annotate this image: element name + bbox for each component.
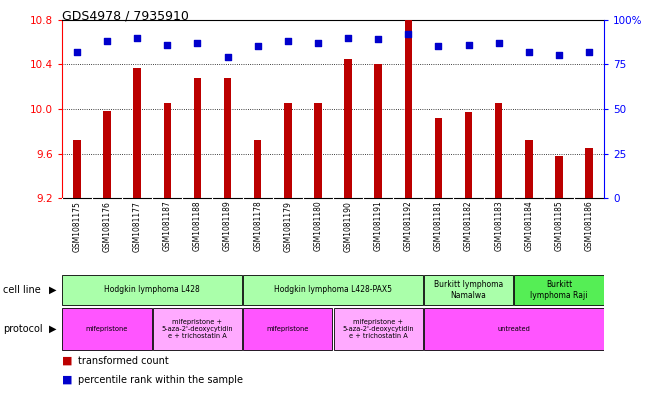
Bar <box>163 103 171 198</box>
Point <box>403 31 413 37</box>
Text: ■: ■ <box>62 356 72 366</box>
Text: mifepristone +
5-aza-2'-deoxycytidin
e + trichostatin A: mifepristone + 5-aza-2'-deoxycytidin e +… <box>342 319 414 339</box>
Text: Hodgkin lymphoma L428: Hodgkin lymphoma L428 <box>104 285 200 294</box>
Text: mifepristone +
5-aza-2'-deoxycytidin
e + trichostatin A: mifepristone + 5-aza-2'-deoxycytidin e +… <box>161 319 233 339</box>
Point <box>253 43 263 50</box>
Text: ▶: ▶ <box>49 285 57 295</box>
Text: GSM1081177: GSM1081177 <box>133 201 142 252</box>
Point <box>162 42 173 48</box>
Bar <box>243 275 422 305</box>
Bar <box>254 140 262 198</box>
Bar <box>284 103 292 198</box>
Bar <box>193 78 201 198</box>
Point <box>554 52 564 59</box>
Bar <box>153 309 242 350</box>
Bar <box>62 275 242 305</box>
Point <box>584 49 594 55</box>
Text: GSM1081190: GSM1081190 <box>344 201 353 252</box>
Text: GSM1081183: GSM1081183 <box>494 201 503 252</box>
Text: GSM1081186: GSM1081186 <box>585 201 594 252</box>
Text: ▶: ▶ <box>49 324 57 334</box>
Point <box>343 35 353 41</box>
Point <box>192 40 202 46</box>
Text: GSM1081184: GSM1081184 <box>524 201 533 252</box>
Bar <box>555 156 562 198</box>
Text: GSM1081189: GSM1081189 <box>223 201 232 252</box>
Text: GSM1081180: GSM1081180 <box>313 201 322 252</box>
Bar <box>374 64 382 198</box>
Text: GSM1081188: GSM1081188 <box>193 201 202 252</box>
Point <box>312 40 323 46</box>
Bar <box>404 20 412 198</box>
Text: transformed count: transformed count <box>78 356 169 366</box>
Text: GDS4978 / 7935910: GDS4978 / 7935910 <box>62 10 189 23</box>
Bar <box>333 309 422 350</box>
Bar <box>514 275 603 305</box>
Text: GSM1081178: GSM1081178 <box>253 201 262 252</box>
Bar <box>424 275 513 305</box>
Bar <box>314 103 322 198</box>
Text: mifepristone: mifepristone <box>86 326 128 332</box>
Text: GSM1081182: GSM1081182 <box>464 201 473 252</box>
Point <box>283 38 293 44</box>
Point <box>373 36 383 42</box>
Bar <box>344 59 352 198</box>
Text: GSM1081192: GSM1081192 <box>404 201 413 252</box>
Bar <box>424 309 603 350</box>
Text: cell line: cell line <box>3 285 41 295</box>
Text: Burkitt lymphoma
Namalwa: Burkitt lymphoma Namalwa <box>434 280 503 299</box>
Text: mifepristone: mifepristone <box>267 326 309 332</box>
Bar <box>243 309 333 350</box>
Bar <box>133 68 141 198</box>
Point <box>102 38 112 44</box>
Point <box>223 54 233 61</box>
Bar <box>465 112 473 198</box>
Text: Hodgkin lymphoma L428-PAX5: Hodgkin lymphoma L428-PAX5 <box>274 285 392 294</box>
Point <box>433 43 443 50</box>
Bar <box>435 118 442 198</box>
Bar <box>495 103 503 198</box>
Text: GSM1081185: GSM1081185 <box>555 201 563 252</box>
Text: protocol: protocol <box>3 324 43 334</box>
Text: Burkitt
lymphoma Raji: Burkitt lymphoma Raji <box>530 280 588 299</box>
Text: GSM1081181: GSM1081181 <box>434 201 443 252</box>
Text: GSM1081176: GSM1081176 <box>103 201 111 252</box>
Point <box>72 49 82 55</box>
Bar <box>62 309 152 350</box>
Point <box>493 40 504 46</box>
Bar <box>224 78 231 198</box>
Text: GSM1081191: GSM1081191 <box>374 201 383 252</box>
Point <box>132 35 143 41</box>
Text: untreated: untreated <box>497 326 530 332</box>
Bar <box>525 140 533 198</box>
Text: percentile rank within the sample: percentile rank within the sample <box>78 375 243 385</box>
Text: GSM1081175: GSM1081175 <box>72 201 81 252</box>
Bar <box>73 140 81 198</box>
Point <box>523 49 534 55</box>
Bar <box>585 148 593 198</box>
Text: ■: ■ <box>62 375 72 385</box>
Text: GSM1081179: GSM1081179 <box>283 201 292 252</box>
Bar <box>104 111 111 198</box>
Point <box>464 42 474 48</box>
Text: GSM1081187: GSM1081187 <box>163 201 172 252</box>
